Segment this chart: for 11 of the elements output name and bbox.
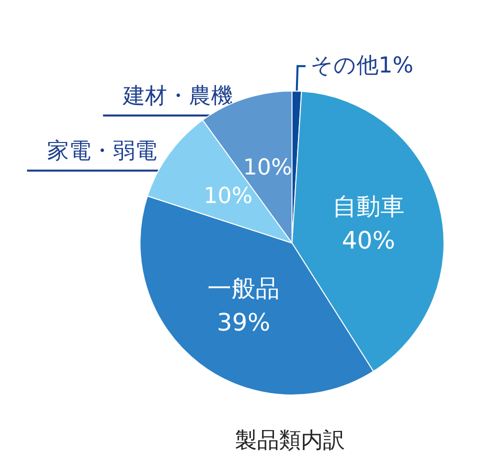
slice-label: 建材・農機 — [122, 84, 234, 109]
slice-label: 一般品 — [208, 274, 280, 302]
slice-label: 家電・弱電 — [47, 139, 158, 164]
data-label: 10% — [204, 184, 253, 210]
data-label: 39% — [216, 308, 270, 336]
slice-label: 自動車 — [332, 192, 405, 220]
text: 製品類内訳 — [235, 428, 345, 454]
data-label: 1% — [378, 54, 414, 79]
data-label: 10% — [243, 155, 292, 180]
data-label: 40% — [342, 226, 396, 254]
slice-label: その他 — [310, 54, 379, 79]
